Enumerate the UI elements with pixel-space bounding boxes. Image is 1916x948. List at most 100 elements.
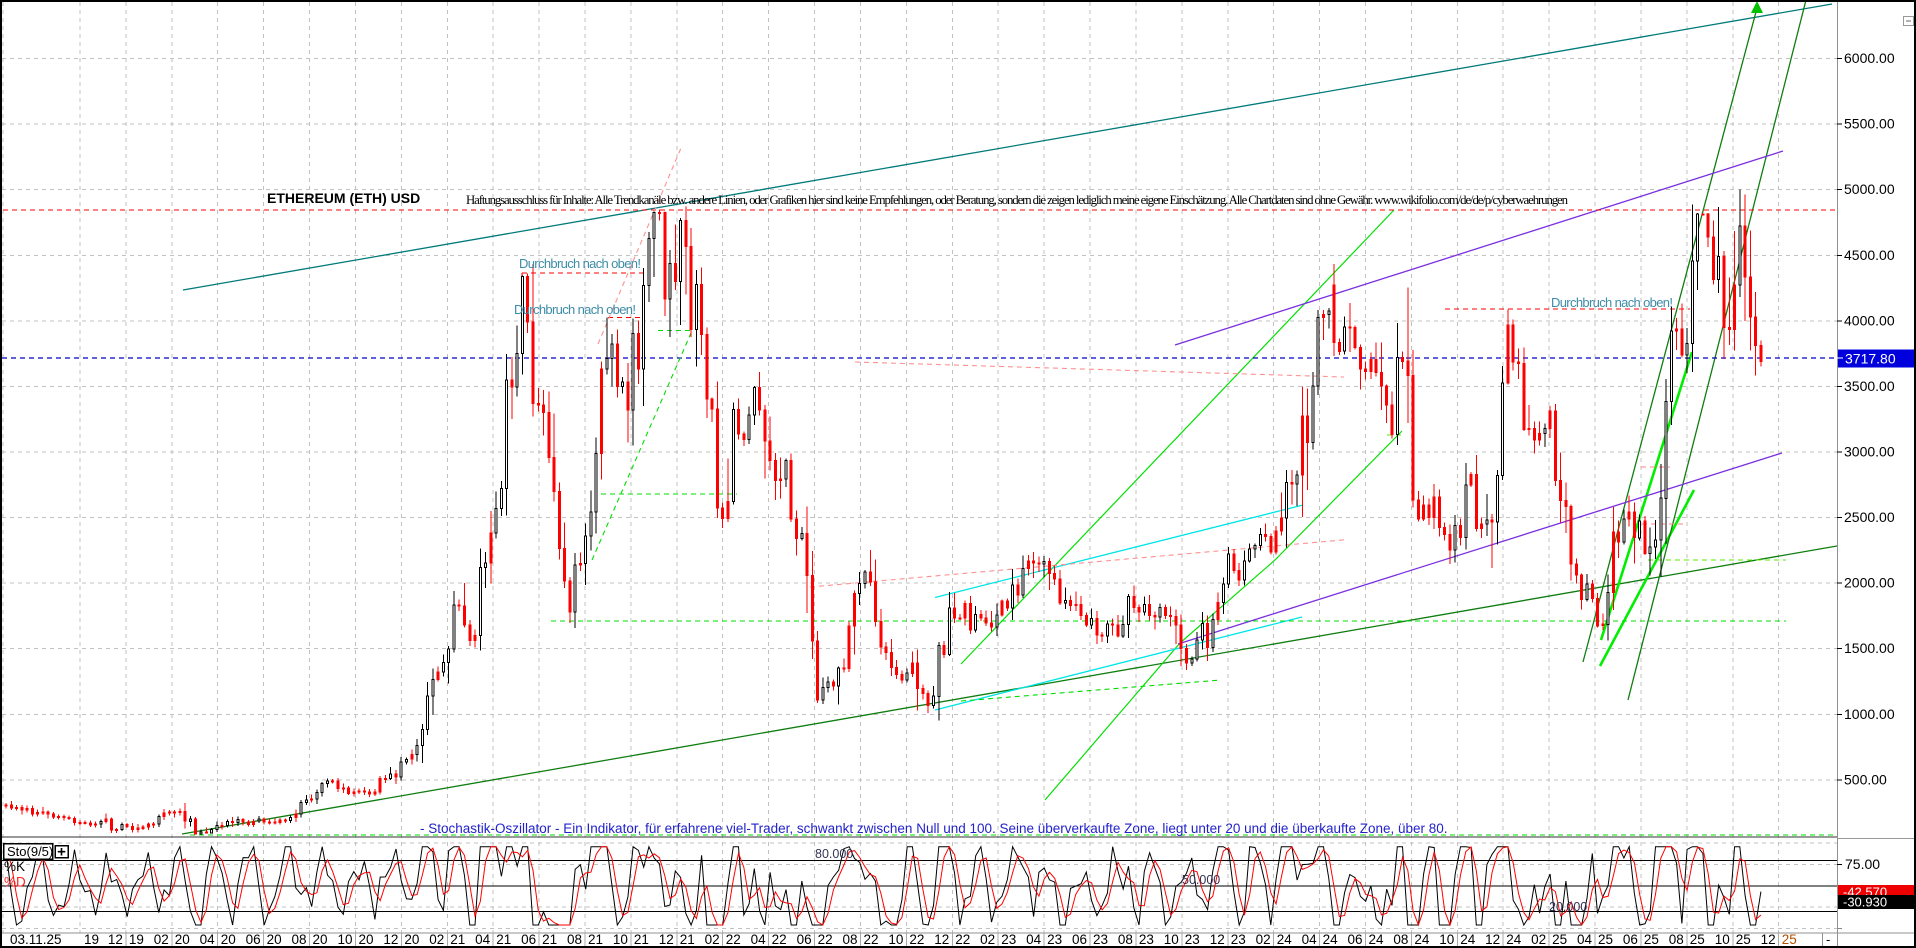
svg-text:10: 10 bbox=[1164, 932, 1179, 947]
svg-text:- Stochastik-Oszillator - Ein: - Stochastik-Oszillator - Ein Indikator,… bbox=[420, 821, 1448, 836]
svg-text:08: 08 bbox=[1118, 932, 1133, 947]
svg-text:03.11.25: 03.11.25 bbox=[10, 932, 62, 947]
svg-text:10: 10 bbox=[337, 932, 352, 947]
svg-text:06: 06 bbox=[246, 932, 261, 947]
svg-text:25: 25 bbox=[1690, 932, 1705, 947]
svg-text:80.000: 80.000 bbox=[815, 847, 853, 861]
svg-text:04: 04 bbox=[475, 932, 491, 947]
svg-text:25: 25 bbox=[1552, 932, 1567, 947]
svg-text:23: 23 bbox=[1047, 932, 1062, 947]
svg-text:5500.00: 5500.00 bbox=[1844, 116, 1895, 132]
svg-text:21: 21 bbox=[450, 932, 465, 947]
svg-text:3000.00: 3000.00 bbox=[1844, 444, 1895, 460]
svg-text:12: 12 bbox=[108, 932, 123, 947]
svg-text:24: 24 bbox=[1323, 932, 1339, 947]
svg-text:23: 23 bbox=[1001, 932, 1016, 947]
svg-text:4000.00: 4000.00 bbox=[1844, 312, 1895, 328]
svg-text:12: 12 bbox=[1761, 932, 1776, 947]
svg-text:22: 22 bbox=[909, 932, 924, 947]
svg-text:02: 02 bbox=[154, 932, 169, 947]
svg-text:06: 06 bbox=[1072, 932, 1087, 947]
svg-text:21: 21 bbox=[496, 932, 511, 947]
svg-text:75.00: 75.00 bbox=[1845, 856, 1880, 872]
svg-text:25: 25 bbox=[1782, 932, 1797, 947]
svg-text:06: 06 bbox=[1623, 932, 1638, 947]
svg-text:02: 02 bbox=[1531, 932, 1546, 947]
svg-text:21: 21 bbox=[542, 932, 557, 947]
svg-text:12: 12 bbox=[1485, 932, 1500, 947]
svg-text:24: 24 bbox=[1369, 932, 1385, 947]
svg-text:25: 25 bbox=[1644, 932, 1659, 947]
svg-text:08: 08 bbox=[1393, 932, 1408, 947]
svg-text:21: 21 bbox=[588, 932, 603, 947]
svg-text:24: 24 bbox=[1460, 932, 1476, 947]
svg-text:1500.00: 1500.00 bbox=[1844, 640, 1895, 656]
svg-text:-30.930: -30.930 bbox=[1843, 895, 1887, 910]
svg-text:20: 20 bbox=[175, 932, 190, 947]
svg-text:23: 23 bbox=[1185, 932, 1200, 947]
svg-text:20: 20 bbox=[267, 932, 282, 947]
svg-text:ETHEREUM (ETH) USD: ETHEREUM (ETH) USD bbox=[267, 190, 420, 206]
svg-text:08: 08 bbox=[567, 932, 582, 947]
svg-text:10: 10 bbox=[1439, 932, 1454, 947]
svg-text:08: 08 bbox=[842, 932, 857, 947]
svg-text:10: 10 bbox=[888, 932, 903, 947]
svg-text:500.00: 500.00 bbox=[1844, 771, 1887, 787]
svg-text:Durchbruch nach oben!: Durchbruch nach oben! bbox=[514, 302, 636, 317]
svg-text:22: 22 bbox=[955, 932, 970, 947]
svg-text:02: 02 bbox=[1256, 932, 1271, 947]
svg-text:20: 20 bbox=[313, 932, 328, 947]
svg-text:23: 23 bbox=[1139, 932, 1154, 947]
svg-text:50.000: 50.000 bbox=[1182, 873, 1220, 887]
svg-text:20: 20 bbox=[404, 932, 419, 947]
svg-text:08: 08 bbox=[291, 932, 306, 947]
svg-text:24: 24 bbox=[1277, 932, 1293, 947]
svg-text:04: 04 bbox=[751, 932, 767, 947]
svg-text:5000.00: 5000.00 bbox=[1844, 181, 1895, 197]
svg-text:06: 06 bbox=[797, 932, 812, 947]
svg-text:6000.00: 6000.00 bbox=[1844, 50, 1895, 66]
svg-text:04: 04 bbox=[200, 932, 216, 947]
svg-text:+: + bbox=[57, 844, 66, 861]
svg-text:06: 06 bbox=[521, 932, 536, 947]
svg-text:08: 08 bbox=[1669, 932, 1684, 947]
svg-text:10: 10 bbox=[1715, 932, 1730, 947]
svg-text:3717.80: 3717.80 bbox=[1845, 351, 1896, 367]
svg-text:22: 22 bbox=[726, 932, 741, 947]
svg-text:Durchbruch nach oben!: Durchbruch nach oben! bbox=[1551, 295, 1673, 310]
svg-text:4500.00: 4500.00 bbox=[1844, 247, 1895, 263]
svg-text:23: 23 bbox=[1093, 932, 1108, 947]
svg-text:19: 19 bbox=[129, 932, 144, 947]
svg-text:23: 23 bbox=[1231, 932, 1246, 947]
svg-text:20: 20 bbox=[359, 932, 374, 947]
svg-text:22: 22 bbox=[772, 932, 787, 947]
svg-text:1000.00: 1000.00 bbox=[1844, 706, 1895, 722]
svg-text:-: - bbox=[1826, 932, 1830, 947]
svg-text:12: 12 bbox=[1210, 932, 1225, 947]
svg-text:02: 02 bbox=[980, 932, 995, 947]
svg-text:04: 04 bbox=[1026, 932, 1042, 947]
svg-text:22: 22 bbox=[864, 932, 879, 947]
svg-text:12: 12 bbox=[934, 932, 949, 947]
svg-text:19: 19 bbox=[84, 932, 99, 947]
svg-text:%K: %K bbox=[4, 859, 25, 874]
svg-text:04: 04 bbox=[1302, 932, 1318, 947]
svg-text:2000.00: 2000.00 bbox=[1844, 575, 1895, 591]
svg-text:24: 24 bbox=[1414, 932, 1430, 947]
svg-text:25: 25 bbox=[1598, 932, 1613, 947]
svg-text:20.000: 20.000 bbox=[1549, 900, 1587, 914]
svg-text:06: 06 bbox=[1347, 932, 1362, 947]
svg-text:25: 25 bbox=[1736, 932, 1751, 947]
svg-text:20: 20 bbox=[221, 932, 236, 947]
svg-text:3500.00: 3500.00 bbox=[1844, 378, 1895, 394]
svg-text:02: 02 bbox=[429, 932, 444, 947]
svg-text:Haftungsausschluss für Inhalte: Haftungsausschluss für Inhalte: Alle Tre… bbox=[466, 193, 1569, 207]
svg-text:Durchbruch nach oben!: Durchbruch nach oben! bbox=[519, 256, 641, 271]
svg-text:2500.00: 2500.00 bbox=[1844, 509, 1895, 525]
svg-text:%D: %D bbox=[4, 875, 26, 890]
svg-text:22: 22 bbox=[818, 932, 833, 947]
svg-text:Sto(9/5): Sto(9/5) bbox=[7, 844, 53, 859]
svg-text:10: 10 bbox=[613, 932, 628, 947]
svg-text:02: 02 bbox=[705, 932, 720, 947]
svg-text:12: 12 bbox=[383, 932, 398, 947]
